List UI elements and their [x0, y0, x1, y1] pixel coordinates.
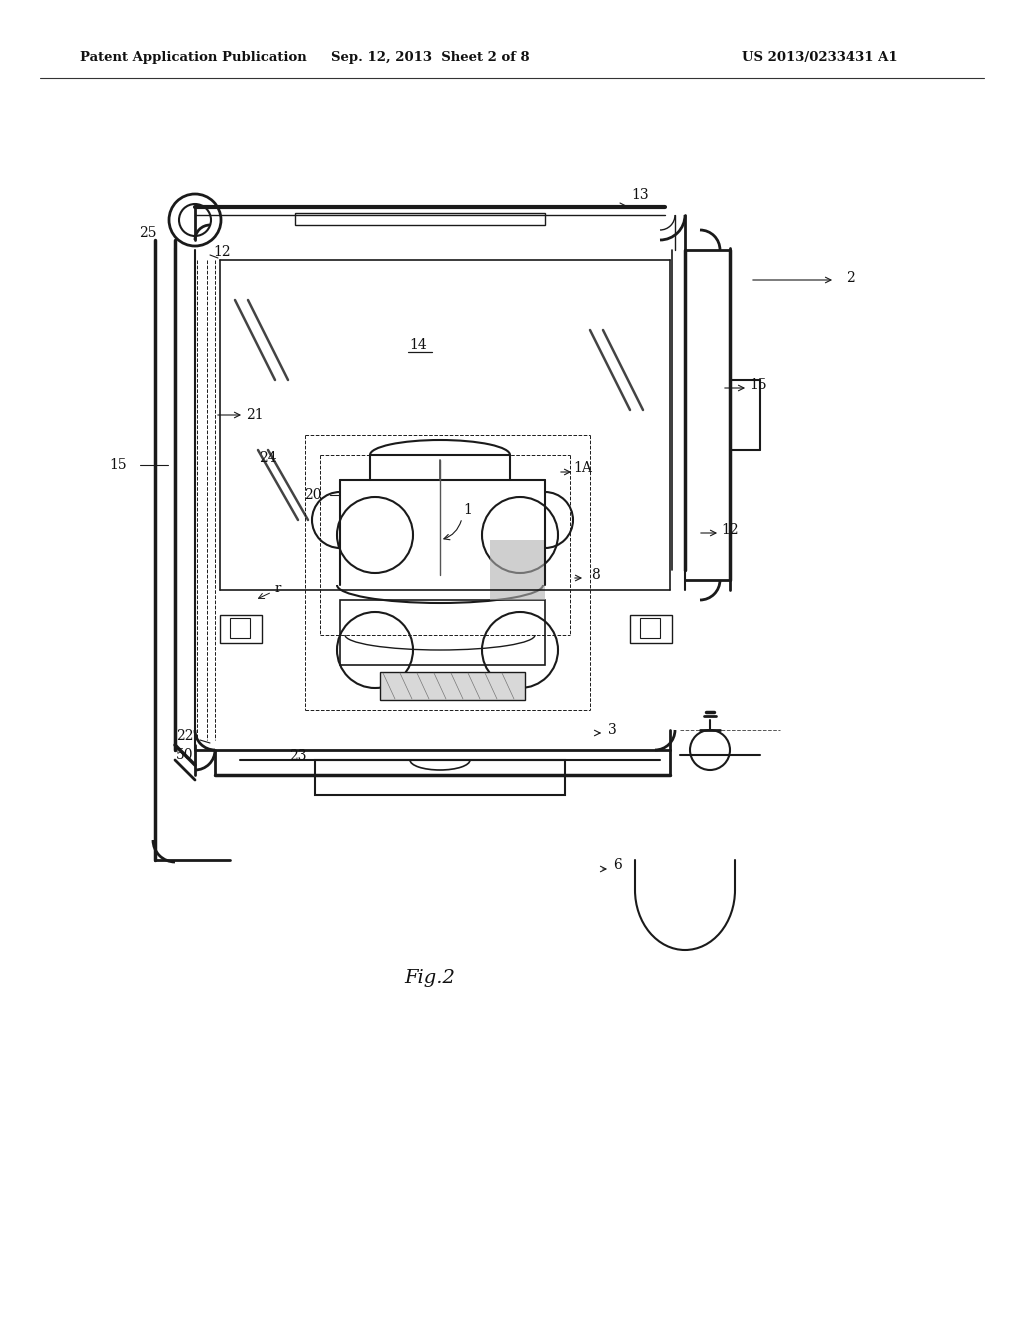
Text: 22: 22 [176, 729, 194, 743]
Text: 25: 25 [139, 226, 157, 240]
Text: 23: 23 [289, 748, 307, 763]
Bar [380, 672, 525, 700]
Text: 15: 15 [110, 458, 127, 473]
Text: 14: 14 [410, 338, 427, 352]
Text: 15: 15 [750, 378, 767, 392]
Text: Fig.2: Fig.2 [404, 969, 456, 987]
Bar [230, 618, 250, 638]
Text: 1A: 1A [573, 461, 593, 475]
Text: 1: 1 [464, 503, 472, 517]
Bar [640, 618, 660, 638]
Bar [340, 601, 545, 665]
Text: 50: 50 [176, 748, 194, 762]
Text: Sep. 12, 2013  Sheet 2 of 8: Sep. 12, 2013 Sheet 2 of 8 [331, 51, 529, 65]
Bar [220, 615, 262, 643]
Text: Patent Application Publication: Patent Application Publication [80, 51, 307, 65]
Text: 20: 20 [304, 488, 322, 502]
Bar [315, 760, 565, 795]
Text: 8: 8 [591, 568, 599, 582]
Text: 24: 24 [259, 451, 276, 465]
Bar [490, 540, 545, 601]
Text: 12: 12 [213, 246, 230, 259]
Text: 2: 2 [846, 271, 854, 285]
Bar [630, 615, 672, 643]
Bar [295, 213, 545, 224]
Text: 21: 21 [246, 408, 264, 422]
Text: r: r [274, 582, 282, 594]
Text: 6: 6 [613, 858, 623, 873]
Text: US 2013/0233431 A1: US 2013/0233431 A1 [742, 51, 898, 65]
Text: 13: 13 [631, 187, 649, 202]
Text: 12: 12 [721, 523, 738, 537]
Text: 3: 3 [607, 723, 616, 737]
